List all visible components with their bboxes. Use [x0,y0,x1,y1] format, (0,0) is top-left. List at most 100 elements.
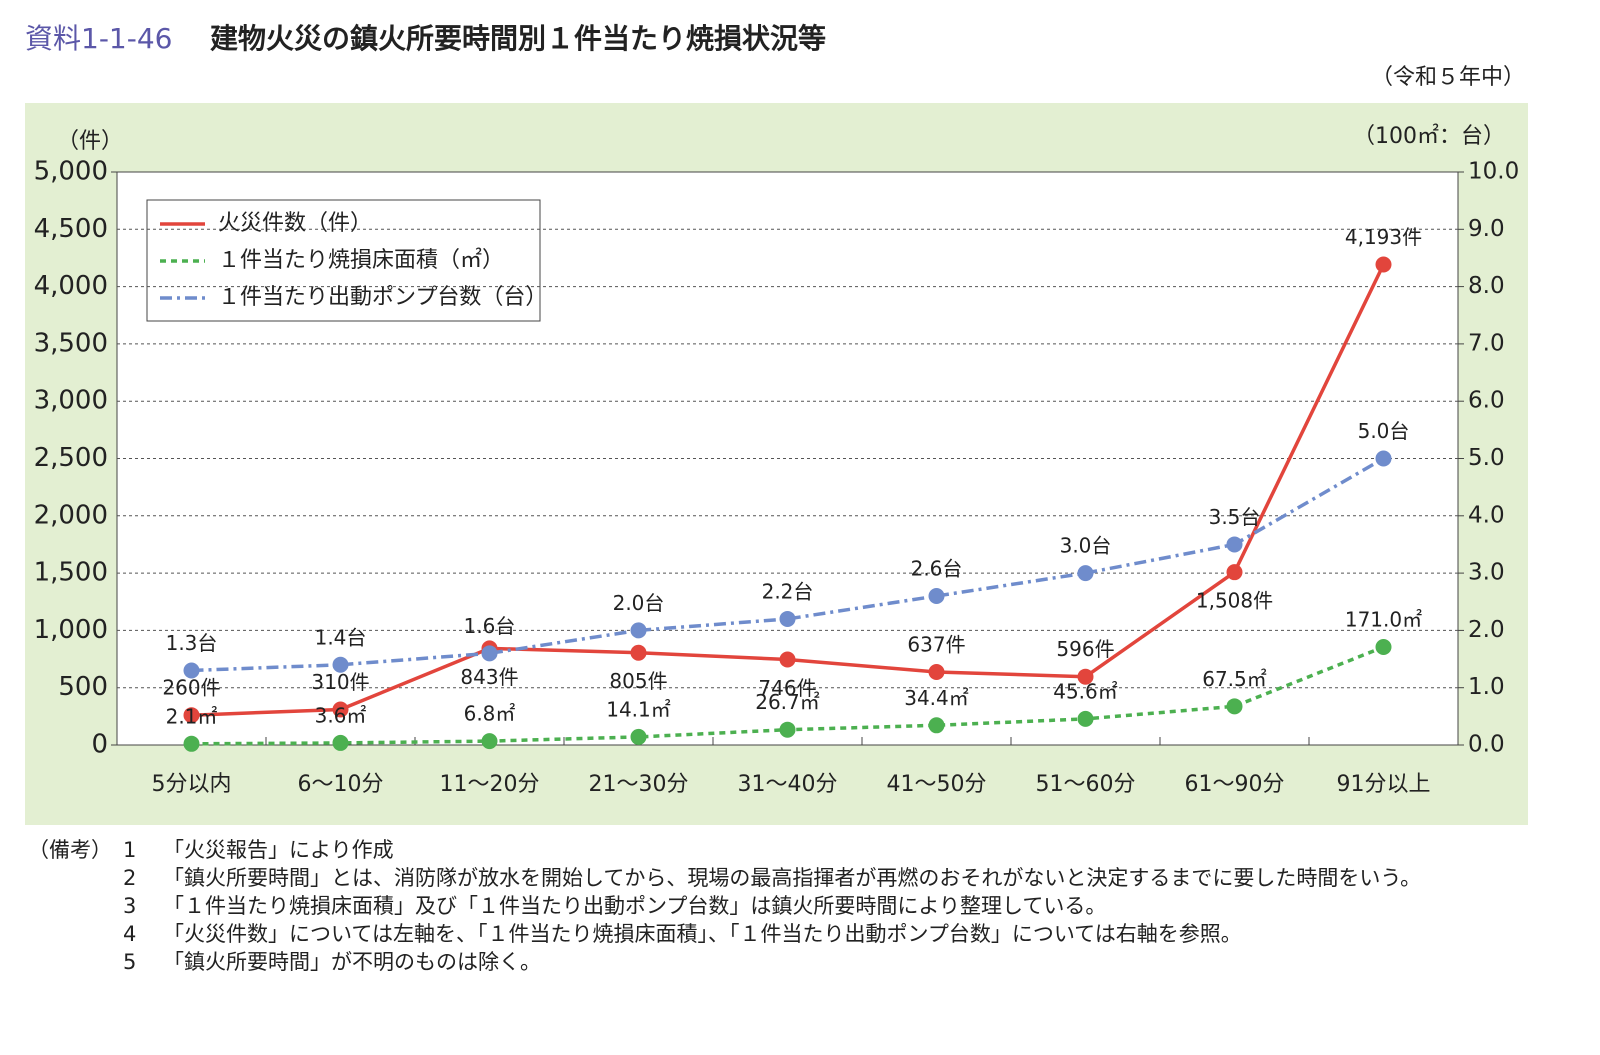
tick-label: 1.0 [1468,674,1505,700]
data-label: 1.3台 [166,631,218,655]
x-tick-label: 61～90分 [1185,772,1285,797]
x-tick-label: 91分以上 [1337,772,1431,797]
x-tick-label: 6～10分 [298,772,384,797]
point [183,735,200,752]
tick-label: 6.0 [1468,388,1505,414]
x-tick-label: 51～60分 [1036,772,1136,797]
series-line [191,456,1385,673]
tick-label: 2,000 [34,500,108,530]
notes: （備考） 1 「火災報告」により作成 2 「鎮火所要時間」とは、消防隊が放水を開始して… [28,836,1533,976]
data-label: 2.0台 [613,591,665,615]
point [1375,450,1392,467]
point [481,645,498,662]
tick-label: 9.0 [1468,216,1505,242]
point [332,701,349,718]
data-label: 34.4㎡ [904,686,969,710]
data-label: 1,508件 [1196,589,1273,613]
point [630,728,647,745]
point [1375,256,1392,273]
point [1375,639,1392,656]
notes-label: （備考） [28,838,112,862]
data-label: 596件 [1056,637,1114,661]
legend-label: 火災件数（件） [218,211,372,236]
point [630,622,647,639]
data-label: 1.4台 [315,625,367,649]
tick-label: 7.0 [1468,330,1505,356]
data-label: 2.1㎡ [166,704,218,728]
title: 建物火災の鎮火所要時間別１件当たり焼損状況等 [210,22,826,55]
legend [146,199,541,322]
tick-label: 0.0 [1468,732,1505,758]
point [928,588,945,605]
note-text: 「火災件数」については左軸を、「１件当たり焼損床面積」、「１件当たり出動ポンプ台… [163,922,1242,946]
tick-label: 8.0 [1468,273,1505,299]
data-label: 805件 [609,669,667,693]
note-text: 「鎮火所要時間」が不明のものは除く。 [163,950,541,974]
x-tick-label: 21～30分 [589,772,689,797]
note-number: 5 [123,950,137,974]
subtitle: （令和５年中） [1371,65,1525,90]
data-label: 4,193件 [1345,225,1422,249]
note-text: 「鎮火所要時間」とは、消防隊が放水を開始してから、現場の最高指揮者が再燃のおそれ… [163,866,1422,890]
x-tick-label: 31～40分 [738,772,838,797]
point [1077,710,1094,727]
tick-label: 1,500 [34,558,108,588]
note-text: 「１件当たり焼損床面積」及び「１件当たり出動ポンプ台数」は鎮火所要時間により整理… [163,894,1107,918]
point [1226,564,1243,581]
data-label: 746件 [758,676,816,700]
tick-label: 3,500 [34,328,108,358]
point [481,733,498,750]
point [1226,698,1243,715]
data-label: 2.2台 [762,579,814,603]
data-label: 260件 [162,676,220,700]
tick-label: 4.0 [1468,502,1505,528]
y2-axis-label: （100㎡：台） [1353,123,1505,149]
y-axis-label: （件） [57,129,123,154]
data-label: 3.5台 [1209,505,1261,529]
data-label: 3.6㎡ [315,703,367,727]
data-label: 2.6台 [911,557,963,581]
tick-label: 3,000 [34,386,108,416]
tick-label: 2,500 [34,443,108,473]
point [332,734,349,751]
note-number: 1 [123,838,137,862]
note-text: 「火災報告」により作成 [163,838,394,862]
point [779,651,796,668]
data-label: 14.1㎡ [606,697,671,721]
data-label: 67.5㎡ [1202,667,1267,691]
point [183,707,200,724]
tick-label: 0 [91,730,108,760]
tick-label: 4,000 [34,271,108,301]
tick-label: 2.0 [1468,617,1505,643]
note-number: 3 [123,894,137,918]
data-label: 6.8㎡ [464,702,516,726]
note-number: 4 [123,922,137,946]
data-label: 3.0台 [1060,534,1112,558]
tick-label: 5.0 [1468,445,1505,471]
point [1077,668,1094,685]
tick-label: 4,500 [34,214,108,244]
point [183,662,200,679]
data-label: 843件 [460,665,518,689]
point [1077,565,1094,582]
x-tick-label: 41～50分 [887,772,987,797]
x-tick-label: 11～20分 [440,772,540,797]
data-label: 45.6㎡ [1053,679,1118,703]
data-label: 1.6台 [464,614,516,638]
data-label: 637件 [907,632,965,656]
legend-label: １件当たり焼損床面積（㎡） [218,247,504,273]
tick-label: 10.0 [1468,159,1519,185]
figure-number: 資料1-1-46 [25,22,172,55]
legend-label: １件当たり出動ポンプ台数（台） [218,285,547,310]
tick-label: 3.0 [1468,560,1505,586]
data-label: 310件 [311,670,369,694]
note-number: 2 [123,866,137,890]
point [928,717,945,734]
point [779,610,796,627]
point [1226,536,1243,553]
data-label: 26.7㎡ [755,690,820,714]
point [928,663,945,680]
tick-label: 5,000 [34,157,108,187]
data-label: 5.0台 [1358,419,1410,443]
x-tick-label: 5分以内 [152,772,232,797]
